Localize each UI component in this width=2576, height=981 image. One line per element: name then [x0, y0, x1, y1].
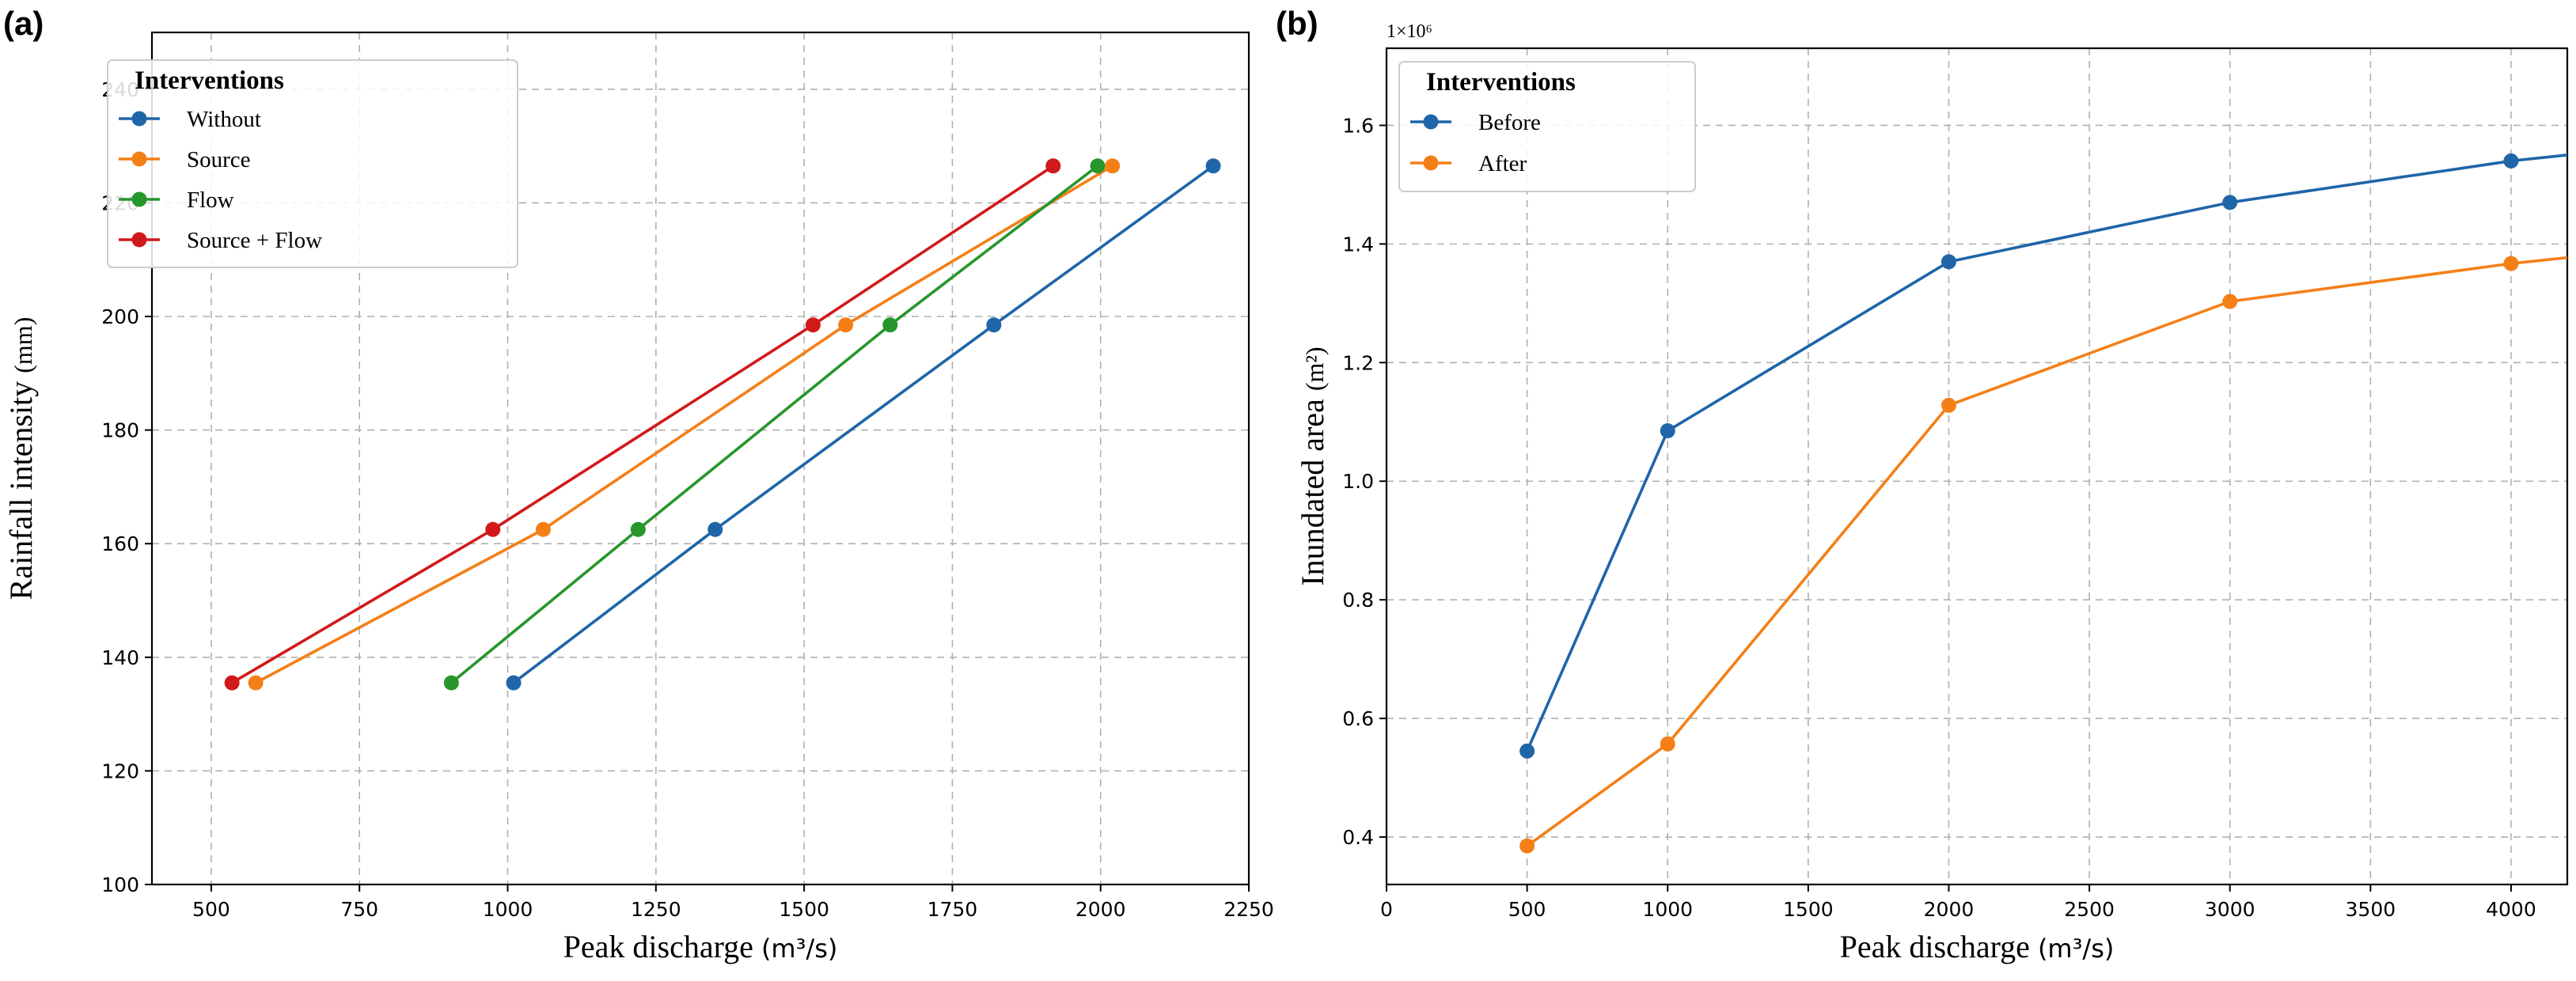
legend-marker [131, 151, 147, 167]
x-tick-label: 1750 [928, 898, 978, 921]
y-axis-label: Rainfall intensity (mm) [3, 317, 39, 600]
data-point [535, 521, 551, 537]
axis-offset-text: 1×10⁶ [1387, 21, 1432, 42]
x-tick-label: 1250 [631, 898, 681, 921]
legend: Interventions Without Source Flow Source + F… [107, 59, 518, 268]
series-line [450, 165, 1099, 684]
y-tick-label: 1.4 [1342, 233, 1374, 256]
data-point [1045, 158, 1061, 174]
x-tick-label: 2000 [1924, 898, 1975, 921]
y-tick-label: 200 [101, 305, 139, 328]
x-tick-label: 2500 [2064, 898, 2115, 921]
chart-panel-b: 0 500 1000 1500 2000 2500 3000 3500 4000 0.4 0.6 0.… [1276, 5, 2569, 964]
data-point [443, 675, 459, 691]
data-point [882, 317, 898, 333]
plot-frame [150, 31, 1250, 886]
x-tick-label: 3500 [2346, 898, 2396, 921]
data-point [248, 675, 264, 691]
data-point [485, 521, 501, 537]
x-tick-label: 750 [340, 898, 378, 921]
x-tick-label: 3000 [2205, 898, 2255, 921]
legend: Interventions Before After [1398, 61, 1696, 192]
x-tick-label: 1000 [1642, 898, 1693, 921]
y-tick-label: 180 [101, 419, 139, 442]
panel-label: (b) [1276, 5, 1318, 42]
x-tick-label: 500 [192, 898, 230, 921]
x-tick-label: 2000 [1076, 898, 1126, 921]
data-point [805, 317, 821, 333]
legend-marker [1423, 114, 1439, 130]
legend-box [107, 59, 518, 268]
legend-marker [1423, 155, 1439, 171]
series-line [512, 165, 1215, 684]
chart-panel-a: 500 750 1000 1250 1500 1750 2000 2250 100 120 140 1… [3, 5, 1274, 964]
data-point [2503, 153, 2519, 169]
plot-frame [1385, 47, 2569, 886]
data-point [1941, 397, 1956, 413]
legend-label: Flow [187, 187, 234, 213]
legend-title: Interventions [1426, 68, 1576, 97]
data-point [1660, 736, 1675, 752]
x-tick-label: 1000 [483, 898, 533, 921]
data-point [1090, 158, 1106, 174]
data-point [506, 675, 522, 691]
data-point [224, 675, 240, 691]
series-line [255, 165, 1113, 684]
x-tick-label: 1500 [1783, 898, 1834, 921]
y-tick-label: 1.2 [1342, 351, 1374, 374]
y-axis-label: Inundated area (m²) [1295, 347, 1330, 585]
x-tick-label: 4000 [2486, 898, 2536, 921]
data-point [986, 317, 1002, 333]
legend-label: After [1478, 151, 1527, 176]
data-point [708, 521, 723, 537]
legend-label: Source [187, 147, 251, 172]
y-tick-label: 160 [101, 532, 139, 555]
data-point [1105, 158, 1121, 174]
x-tick-label: 500 [1508, 898, 1546, 921]
x-tick-label: 2250 [1224, 898, 1274, 921]
legend-box [1398, 61, 1696, 192]
data-point [838, 317, 854, 333]
legend-label: Without [187, 107, 261, 132]
legend-title: Interventions [135, 66, 284, 95]
legend-label: Source + Flow [187, 228, 322, 253]
legend-marker [131, 232, 147, 248]
series-line [1525, 153, 2568, 752]
data-point [1941, 254, 1956, 270]
y-tick-label: 0.6 [1342, 707, 1374, 730]
y-tick-label: 140 [101, 646, 139, 669]
y-tick-label: 100 [101, 873, 139, 896]
x-tick-label: 0 [1380, 898, 1393, 921]
y-tick-label: 1.0 [1342, 470, 1374, 493]
y-tick-label: 0.8 [1342, 589, 1374, 612]
y-tick-label: 1.6 [1342, 114, 1374, 137]
legend-marker [131, 191, 147, 207]
data-point [630, 521, 646, 537]
x-axis-label: Peak discharge (m³/s) [563, 929, 838, 964]
data-point [1660, 423, 1675, 439]
legend-label: Before [1478, 110, 1541, 135]
data-point [1205, 158, 1221, 174]
data-point [2222, 195, 2238, 210]
panel-label: (a) [3, 5, 44, 42]
x-axis-label: Peak discharge (m³/s) [1840, 929, 2115, 964]
data-point [1519, 743, 1535, 759]
legend-marker [131, 111, 147, 127]
y-tick-label: 120 [101, 759, 139, 782]
data-point [1519, 838, 1535, 854]
data-point [2222, 294, 2238, 309]
x-tick-label: 1500 [779, 898, 829, 921]
data-point [2503, 256, 2519, 271]
series-line [231, 165, 1054, 684]
series-line [1526, 256, 2568, 847]
y-tick-label: 0.4 [1342, 826, 1374, 849]
